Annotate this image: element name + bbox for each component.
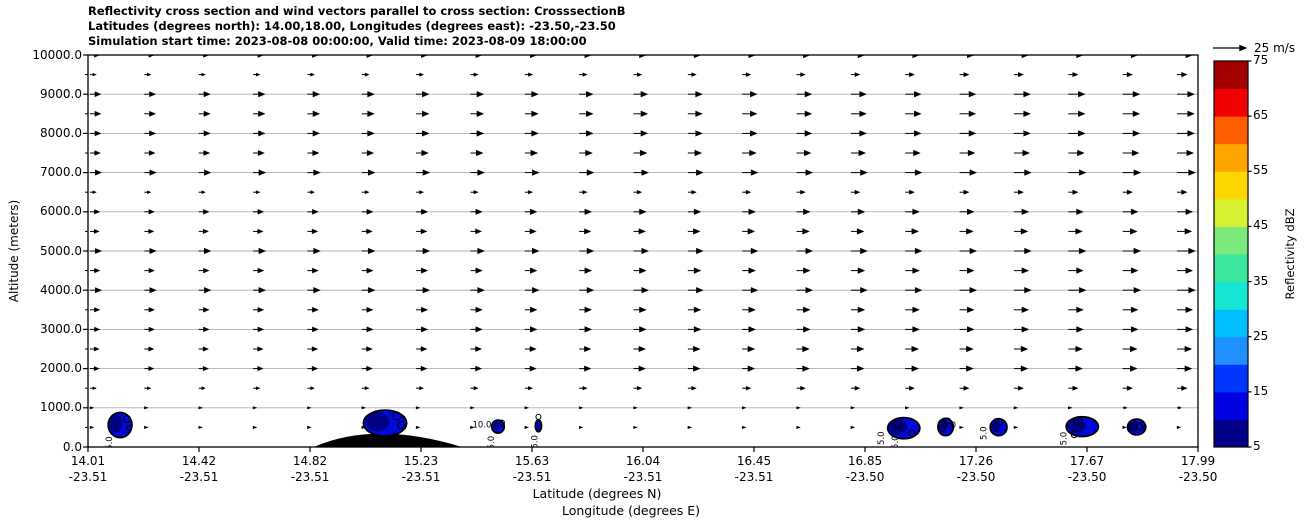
y-tick-label: 10000.0 [32,47,82,62]
colorbar-tick-label: 5 [1253,439,1261,453]
x-axis-label-longitude: Longitude (degrees E) [561,503,701,518]
contour-label: 10.0 [473,421,492,431]
x-axis-label-latitude: Latitude (degrees N) [532,486,662,501]
y-tick-label: 7000.0 [40,165,82,180]
contour-label: 5.0 [376,436,386,450]
y-tick-label: 4000.0 [40,282,82,297]
title-line-1: Reflectivity cross section and wind vect… [88,4,626,18]
x-tick-label: 14.42 -23.51 [179,454,219,484]
terrain-profile [313,433,462,447]
colorbar-label: Reflectivity dBZ [1283,208,1297,300]
reflectivity-cell: 5.0 [530,413,543,449]
x-tick-label: 17.99 -23.50 [1178,454,1218,484]
contour-label: 5.0 [980,426,990,440]
contour-label: 5.0 [877,431,887,445]
contour-label: 5.0 [392,432,402,446]
reflectivity-cell: 5.0 5.0 [362,409,408,450]
x-tick-label: 16.04 -23.51 [623,454,663,484]
reflectivity-cell: 5.0 [105,411,133,450]
colorbar-tick-label: 15 [1253,383,1269,398]
contour-label: 5.0 [891,435,901,449]
title-line-2: Latitudes (degrees north): 14.00,18.00, … [88,19,616,33]
reflectivity-cells: 5.0 5.0 5.0 10.0 5.0 5.0 5.0 5.0 10.0 5.0 5.0 10.0 [105,409,1147,450]
reflectivity-cell: 5.0 [980,417,1008,440]
x-tick-label: 17.26 -23.50 [956,454,996,484]
x-tick-label: 15.23 -23.51 [401,454,441,484]
colorbar-tick-label: 25 [1253,328,1269,343]
y-tick-label: 2000.0 [40,361,82,376]
colorbar-tick-label: 55 [1253,163,1269,178]
contour-label: 10.0 [1127,422,1146,432]
x-tick-label: 15.63 -23.51 [512,454,552,484]
y-tick-label: 3000.0 [40,321,82,336]
reflectivity-cell: 5.0 [1059,415,1100,446]
reflectivity-cell: 5.0 5.0 [877,416,921,449]
x-tick-label: 16.85 -23.50 [845,454,885,484]
contour-label: 5.0 [1059,432,1069,446]
x-tick-label: 14.01 -23.51 [68,454,108,484]
axis-ticks [83,54,1199,452]
contour-label: 5.0 [530,435,540,449]
quiver-key-label: 25 m/s [1254,41,1296,55]
x-tick-label: 14.82 -23.51 [290,454,330,484]
quiver-key-arrow [1213,44,1248,52]
contour-label: 10.0 [937,421,956,431]
colorbar-tick-label: 75 [1253,53,1269,67]
contour-label: 5.0 [105,436,115,450]
colorbar-tick-label: 45 [1253,218,1269,233]
title-line-3: Simulation start time: 2023-08-08 00:00:… [88,34,587,48]
colorbar-tick-label: 35 [1253,273,1269,288]
y-tick-label: 9000.0 [40,86,82,101]
wind-vectors [89,55,1196,429]
x-tick-label: 16.45 -23.51 [734,454,774,484]
reflectivity-cell: 10.0 [937,417,956,437]
contour-label: 5.0 [487,436,497,450]
colorbar-bands [1213,60,1252,448]
colorbar-tick-label: 65 [1253,108,1269,123]
y-tick-label: 5000.0 [40,243,82,258]
x-tick-label: 17.67 -23.50 [1067,454,1107,484]
y-tick-label: 8000.0 [40,125,82,140]
reflectivity-cell: 10.0 5.0 [473,419,506,450]
y-tick-label: 0.0 [62,439,82,454]
chart-title: Reflectivity cross section and wind vect… [88,4,626,49]
y-tick-label: 1000.0 [40,400,82,415]
reflectivity-cell: 10.0 [1126,418,1147,436]
y-tick-label: 6000.0 [40,204,82,219]
